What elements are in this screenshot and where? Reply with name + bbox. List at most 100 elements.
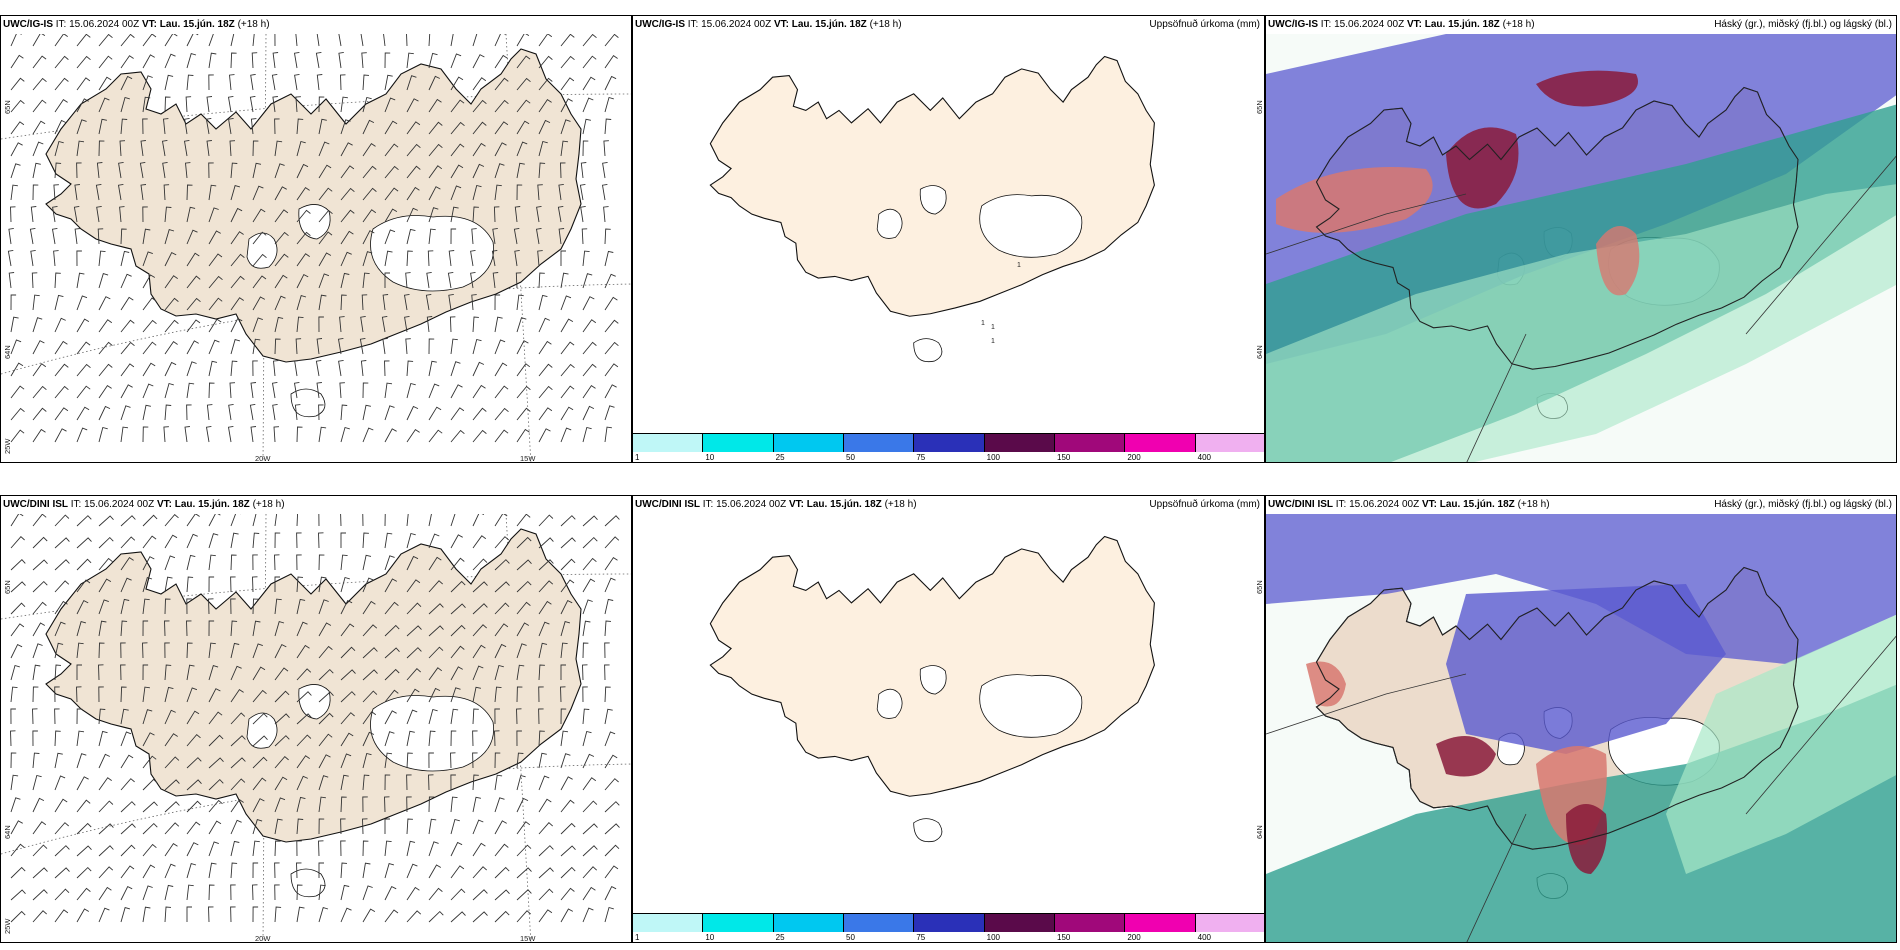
wind-barb: [604, 801, 620, 813]
wind-barb: [516, 867, 532, 879]
wind-barb: [163, 184, 170, 201]
wind-barb: [252, 840, 260, 857]
glacier-outline: [919, 665, 947, 695]
wind-barb: [274, 338, 281, 355]
wind-barb: [582, 845, 598, 857]
wind-barb: [10, 843, 25, 857]
wind-barb: [32, 77, 47, 91]
wind-barb: [164, 251, 177, 267]
wind-barb: [252, 620, 261, 637]
wind-barb: [340, 646, 356, 659]
wind-barb: [513, 227, 520, 245]
wind-barb: [494, 34, 506, 47]
wind-barb: [492, 227, 498, 245]
wind-barb: [340, 272, 350, 289]
high-cloud-area: [1306, 661, 1346, 707]
wind-barb: [120, 686, 127, 703]
wind-barb: [186, 382, 195, 399]
wind-barb: [252, 296, 266, 311]
wind-barb: [384, 405, 395, 421]
wind-barb: [32, 686, 39, 703]
wind-barb: [318, 818, 325, 835]
wind-barb: [362, 209, 377, 223]
precip-colorbar: 1 10 25 50 75 100 150 200 400: [633, 433, 1264, 462]
wind-barb: [406, 75, 417, 91]
wind-barb: [582, 426, 592, 443]
wind-barb: [54, 537, 70, 549]
wind-barb: [340, 599, 353, 615]
wind-barb: [120, 731, 132, 747]
wind-barb: [98, 886, 112, 901]
wind-barb: [54, 77, 69, 91]
wind-barb: [163, 426, 169, 443]
glacier-outline: [290, 388, 326, 418]
wind-barb: [406, 382, 416, 399]
wind-barb: [516, 363, 531, 377]
wind-barb: [98, 140, 105, 157]
wind-barb: [516, 294, 524, 311]
wind-barb: [582, 886, 596, 901]
wind-barb: [252, 777, 267, 791]
wind-barb: [142, 404, 151, 421]
wind-barb: [516, 340, 529, 355]
wind-barb: [252, 253, 267, 267]
panel-header: UWC/DINI ISL IT: 15.06.2024 00Z VT: Lau.…: [3, 499, 285, 510]
wind-barb: [54, 798, 68, 813]
wind-barb: [296, 426, 303, 443]
wind-barb: [10, 294, 17, 311]
wind-map-panel-2: UWC/DINI ISL IT: 15.06.2024 00Z VT: Lau.…: [0, 495, 632, 943]
wind-barb: [494, 581, 510, 593]
wind-barb: [361, 52, 367, 69]
wind-barb: [428, 207, 439, 223]
wind-barb: [538, 537, 554, 549]
wind-barb: [186, 404, 192, 421]
wind-barb: [538, 77, 553, 91]
wind-barb: [406, 647, 422, 659]
lat-label-64n: 64N: [1255, 345, 1264, 359]
wind-barb: [32, 643, 43, 659]
wind-barb: [10, 820, 23, 835]
wind-barb: [205, 117, 212, 135]
wind-barb: [120, 754, 134, 769]
wind-barb: [32, 889, 48, 901]
wind-barb: [406, 555, 419, 571]
wind-barb: [384, 555, 395, 571]
wind-barb: [362, 862, 371, 879]
wind-barb: [428, 646, 444, 659]
wind-barb: [516, 797, 529, 813]
wind-barb: [582, 866, 598, 879]
wind-barb: [516, 514, 531, 527]
wind-barb: [32, 844, 48, 857]
wind-barb: [538, 407, 553, 421]
wind-barb: [382, 337, 388, 355]
wind-barb: [516, 34, 530, 47]
precip-mark: 1: [991, 324, 995, 331]
wind-barb: [164, 842, 178, 857]
wind-barb: [274, 231, 289, 245]
wind-barb: [273, 426, 280, 443]
wind-barb: [538, 559, 554, 571]
wind-barb: [164, 756, 180, 769]
wind-barb: [54, 514, 70, 527]
wind-barb: [340, 884, 350, 901]
wind-barb: [318, 96, 325, 113]
wind-barb: [450, 143, 465, 157]
wind-barb: [208, 757, 224, 769]
wind-barb: [230, 906, 236, 923]
wind-barb: [32, 580, 48, 593]
wind-barb: [450, 666, 463, 681]
wind-barb: [427, 250, 434, 267]
wind-barb: [120, 228, 127, 245]
wind-barb: [76, 579, 91, 593]
wind-barb: [494, 797, 505, 813]
wind-barb: [538, 140, 548, 157]
wind-barb: [32, 385, 47, 399]
wind-barb: [472, 54, 485, 69]
wind-barb: [318, 840, 324, 857]
wind-barb: [406, 250, 413, 267]
wind-barb: [340, 230, 354, 245]
wind-barb: [7, 249, 14, 267]
wind-barb: [76, 119, 87, 135]
wind-barb: [359, 337, 366, 355]
wind-barb: [120, 363, 135, 377]
